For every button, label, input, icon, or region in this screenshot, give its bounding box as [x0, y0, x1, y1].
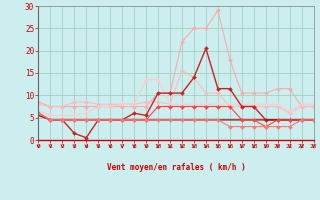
X-axis label: Vent moyen/en rafales ( km/h ): Vent moyen/en rafales ( km/h ) — [107, 163, 245, 172]
